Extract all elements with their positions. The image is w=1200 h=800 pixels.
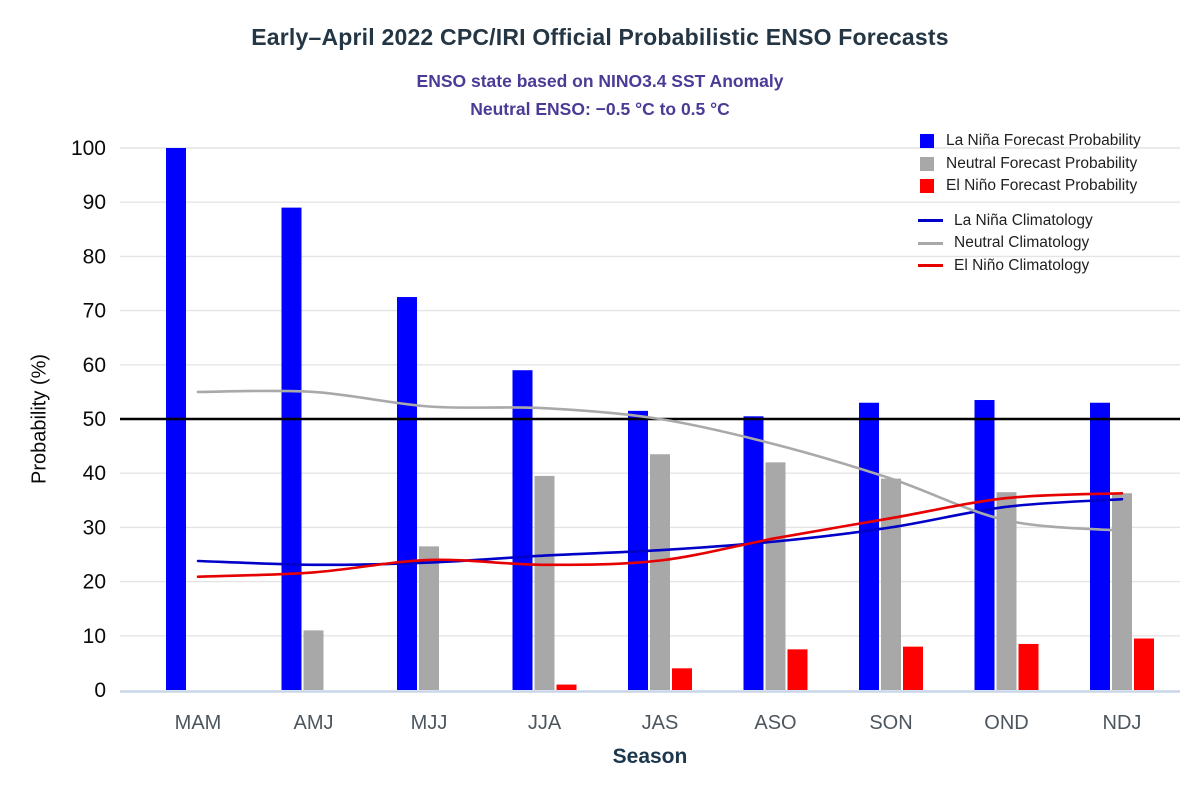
legend-label-la-nina-climatology: La Niña Climatology bbox=[954, 211, 1093, 229]
y-tick-label-40: 40 bbox=[83, 462, 106, 485]
x-tick-label-MJJ: MJJ bbox=[411, 712, 448, 734]
legend-item-el-nino-climatology: El Niño Climatology bbox=[918, 255, 1141, 278]
y-tick-label-90: 90 bbox=[83, 191, 106, 214]
x-tick-label-SON: SON bbox=[869, 712, 912, 734]
legend-item-neutral-climatology: Neutral Climatology bbox=[918, 232, 1141, 255]
x-tick-label-JAS: JAS bbox=[642, 712, 679, 734]
y-tick-label-10: 10 bbox=[83, 625, 106, 648]
bar-el-ni-o-forecast-probability-ASO bbox=[787, 649, 808, 690]
x-tick-label-OND: OND bbox=[984, 712, 1028, 734]
bar-neutral-forecast-probability-OND bbox=[996, 492, 1017, 690]
x-tick-label-AMJ: AMJ bbox=[294, 712, 334, 734]
x-axis-title: Season bbox=[612, 745, 688, 768]
bar-neutral-forecast-probability-JJA bbox=[534, 475, 555, 690]
la-nina-bar-swatch bbox=[920, 134, 934, 149]
bar-el-ni-o-forecast-probability-SON bbox=[903, 646, 923, 690]
chart-subtitle-neutral-range: Neutral ENSO: −0.5 °C to 0.5 °C bbox=[470, 99, 730, 119]
legend-group-divider bbox=[920, 198, 1141, 210]
bar-el-ni-o-forecast-probability-JAS bbox=[672, 668, 692, 690]
bar-neutral-forecast-probability-AMJ bbox=[303, 630, 324, 690]
y-tick-label-60: 60 bbox=[83, 354, 106, 377]
line-neutral-climatology bbox=[196, 389, 1124, 532]
bar-neutral-forecast-probability-NDJ bbox=[1112, 493, 1132, 690]
bar-el-ni-o-forecast-probability-OND bbox=[1018, 643, 1039, 690]
y-tick-label-80: 80 bbox=[83, 245, 106, 268]
neutral-line-swatch bbox=[918, 241, 943, 245]
bar-la-ni-a-forecast-probability-NDJ bbox=[1090, 402, 1110, 690]
legend-label-neutral-climatology: Neutral Climatology bbox=[954, 234, 1090, 252]
legend-item-la-nina-climatology: La Niña Climatology bbox=[918, 210, 1141, 233]
y-tick-label-100: 100 bbox=[71, 137, 106, 160]
bar-neutral-forecast-probability-ASO bbox=[765, 462, 786, 690]
bar-la-ni-a-forecast-probability-AMJ bbox=[281, 207, 302, 690]
x-tick-label-MAM: MAM bbox=[175, 712, 222, 734]
x-tick-label-JJA: JJA bbox=[528, 712, 562, 734]
el-nino-bar-swatch bbox=[920, 179, 934, 194]
bar-la-ni-a-forecast-probability-ASO bbox=[743, 416, 764, 690]
x-tick-label-NDJ: NDJ bbox=[1103, 712, 1142, 734]
legend-item-el-nino-forecast: El Niño Forecast Probability bbox=[920, 175, 1141, 198]
bar-neutral-forecast-probability-MJJ bbox=[419, 546, 439, 690]
chart-subtitle-enso-state: ENSO state based on NINO3.4 SST Anomaly bbox=[416, 71, 784, 91]
legend-label-el-nino-climatology: El Niño Climatology bbox=[954, 256, 1090, 274]
bar-el-ni-o-forecast-probability-JJA bbox=[556, 684, 577, 690]
line-la-ni-a-climatology bbox=[196, 497, 1124, 567]
bar-la-ni-a-forecast-probability-MJJ bbox=[397, 297, 417, 690]
legend: La Niña Forecast Probability Neutral For… bbox=[918, 130, 1141, 278]
legend-item-neutral-forecast: Neutral Forecast Probability bbox=[920, 153, 1141, 176]
legend-label-la-nina-forecast: La Niña Forecast Probability bbox=[946, 132, 1141, 150]
y-axis-title: Probability (%) bbox=[28, 353, 51, 485]
bar-la-ni-a-forecast-probability-SON bbox=[859, 402, 879, 690]
y-tick-label-70: 70 bbox=[83, 300, 106, 323]
bar-neutral-forecast-probability-JAS bbox=[650, 454, 670, 690]
y-tick-label-0: 0 bbox=[94, 679, 106, 702]
neutral-bar-swatch bbox=[920, 156, 934, 171]
chart-title: Early–April 2022 CPC/IRI Official Probab… bbox=[251, 24, 949, 50]
legend-label-el-nino-forecast: El Niño Forecast Probability bbox=[946, 177, 1138, 195]
bar-neutral-forecast-probability-SON bbox=[881, 478, 901, 690]
bar-el-ni-o-forecast-probability-NDJ bbox=[1134, 638, 1154, 690]
legend-label-neutral-forecast: Neutral Forecast Probability bbox=[946, 154, 1138, 172]
y-tick-label-30: 30 bbox=[83, 516, 106, 539]
legend-item-la-nina-forecast: La Niña Forecast Probability bbox=[920, 130, 1141, 153]
la-nina-line-swatch bbox=[918, 219, 943, 223]
bar-la-ni-a-forecast-probability-JJA bbox=[512, 370, 533, 690]
bar-la-ni-a-forecast-probability-OND bbox=[974, 400, 995, 690]
line-el-ni-o-climatology bbox=[196, 492, 1124, 579]
el-nino-line-swatch bbox=[918, 264, 943, 268]
x-tick-label-ASO: ASO bbox=[754, 712, 796, 734]
y-tick-label-50: 50 bbox=[83, 408, 106, 431]
y-tick-label-20: 20 bbox=[83, 571, 106, 594]
